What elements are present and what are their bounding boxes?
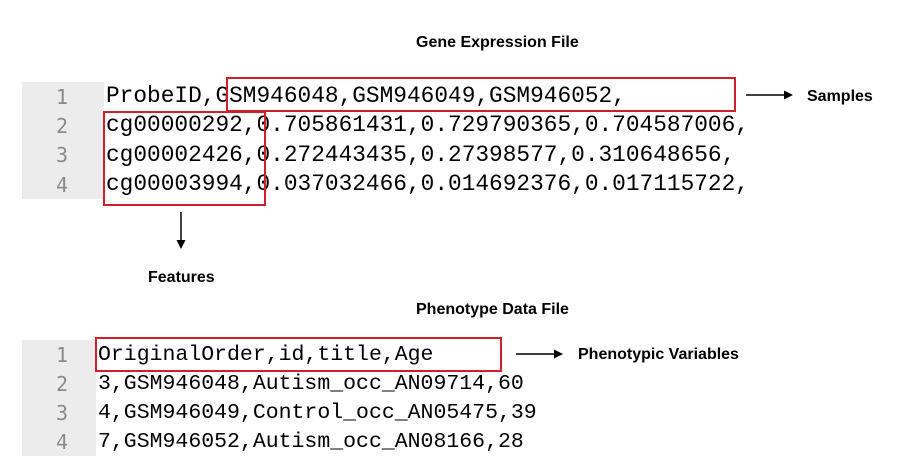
code-line: 2 cg00000292,0.705861431,0.729790365,0.7… xyxy=(22,111,749,141)
samples-highlight-box xyxy=(226,77,736,112)
code-line: 3 4,GSM946049,Control_occ_AN05475,39 xyxy=(22,398,537,427)
features-arrow xyxy=(176,212,186,249)
features-label: Features xyxy=(148,269,215,286)
gene-expression-code: 1 ProbeID,GSM946048,GSM946049,GSM946052,… xyxy=(22,82,749,200)
code-text: cg00003994,0.037032466,0.014692376,0.017… xyxy=(106,171,749,198)
phenotype-variables-highlight-box xyxy=(95,337,502,372)
code-text: cg00002426,0.272443435,0.27398577,0.3106… xyxy=(106,141,736,168)
code-text: 4,GSM946049,Control_occ_AN05475,39 xyxy=(98,400,537,425)
code-line: 1 ProbeID,GSM946048,GSM946049,GSM946052, xyxy=(22,82,749,112)
code-line: 4 7,GSM946052,Autism_occ_AN08166,28 xyxy=(22,427,537,456)
code-line: 3 cg00002426,0.272443435,0.27398577,0.31… xyxy=(22,140,749,170)
phenotype-title: Phenotype Data File xyxy=(416,301,569,318)
line-number: 1 xyxy=(22,340,96,369)
line-number: 4 xyxy=(22,427,96,456)
gene-expression-title: Gene Expression File xyxy=(416,34,579,51)
code-line: 1 OriginalOrder,id,title,Age xyxy=(22,340,537,369)
features-highlight-box xyxy=(103,111,266,206)
samples-label: Samples xyxy=(807,88,873,105)
code-text: 3,GSM946048,Autism_occ_AN09714,60 xyxy=(98,371,524,396)
code-text: ProbeID,GSM946048,GSM946049,GSM946052, xyxy=(106,83,626,110)
line-number: 2 xyxy=(22,111,104,141)
line-number: 2 xyxy=(22,369,96,398)
code-text: OriginalOrder,id,title,Age xyxy=(98,342,434,367)
line-number: 1 xyxy=(22,82,104,112)
line-number: 3 xyxy=(22,140,104,170)
phenotype-arrow xyxy=(516,349,563,359)
code-line: 2 3,GSM946048,Autism_occ_AN09714,60 xyxy=(22,369,537,398)
code-line: 4 cg00003994,0.037032466,0.014692376,0.0… xyxy=(22,169,749,200)
code-text: cg00000292,0.705861431,0.729790365,0.704… xyxy=(106,112,749,139)
code-text: 7,GSM946052,Autism_occ_AN08166,28 xyxy=(98,429,524,454)
line-number: 3 xyxy=(22,398,96,427)
phenotype-code: 1 OriginalOrder,id,title,Age 2 3,GSM9460… xyxy=(22,340,537,456)
phenotype-variables-label: Phenotypic Variables xyxy=(578,346,739,363)
line-number: 4 xyxy=(22,169,104,200)
samples-arrow xyxy=(746,90,793,100)
